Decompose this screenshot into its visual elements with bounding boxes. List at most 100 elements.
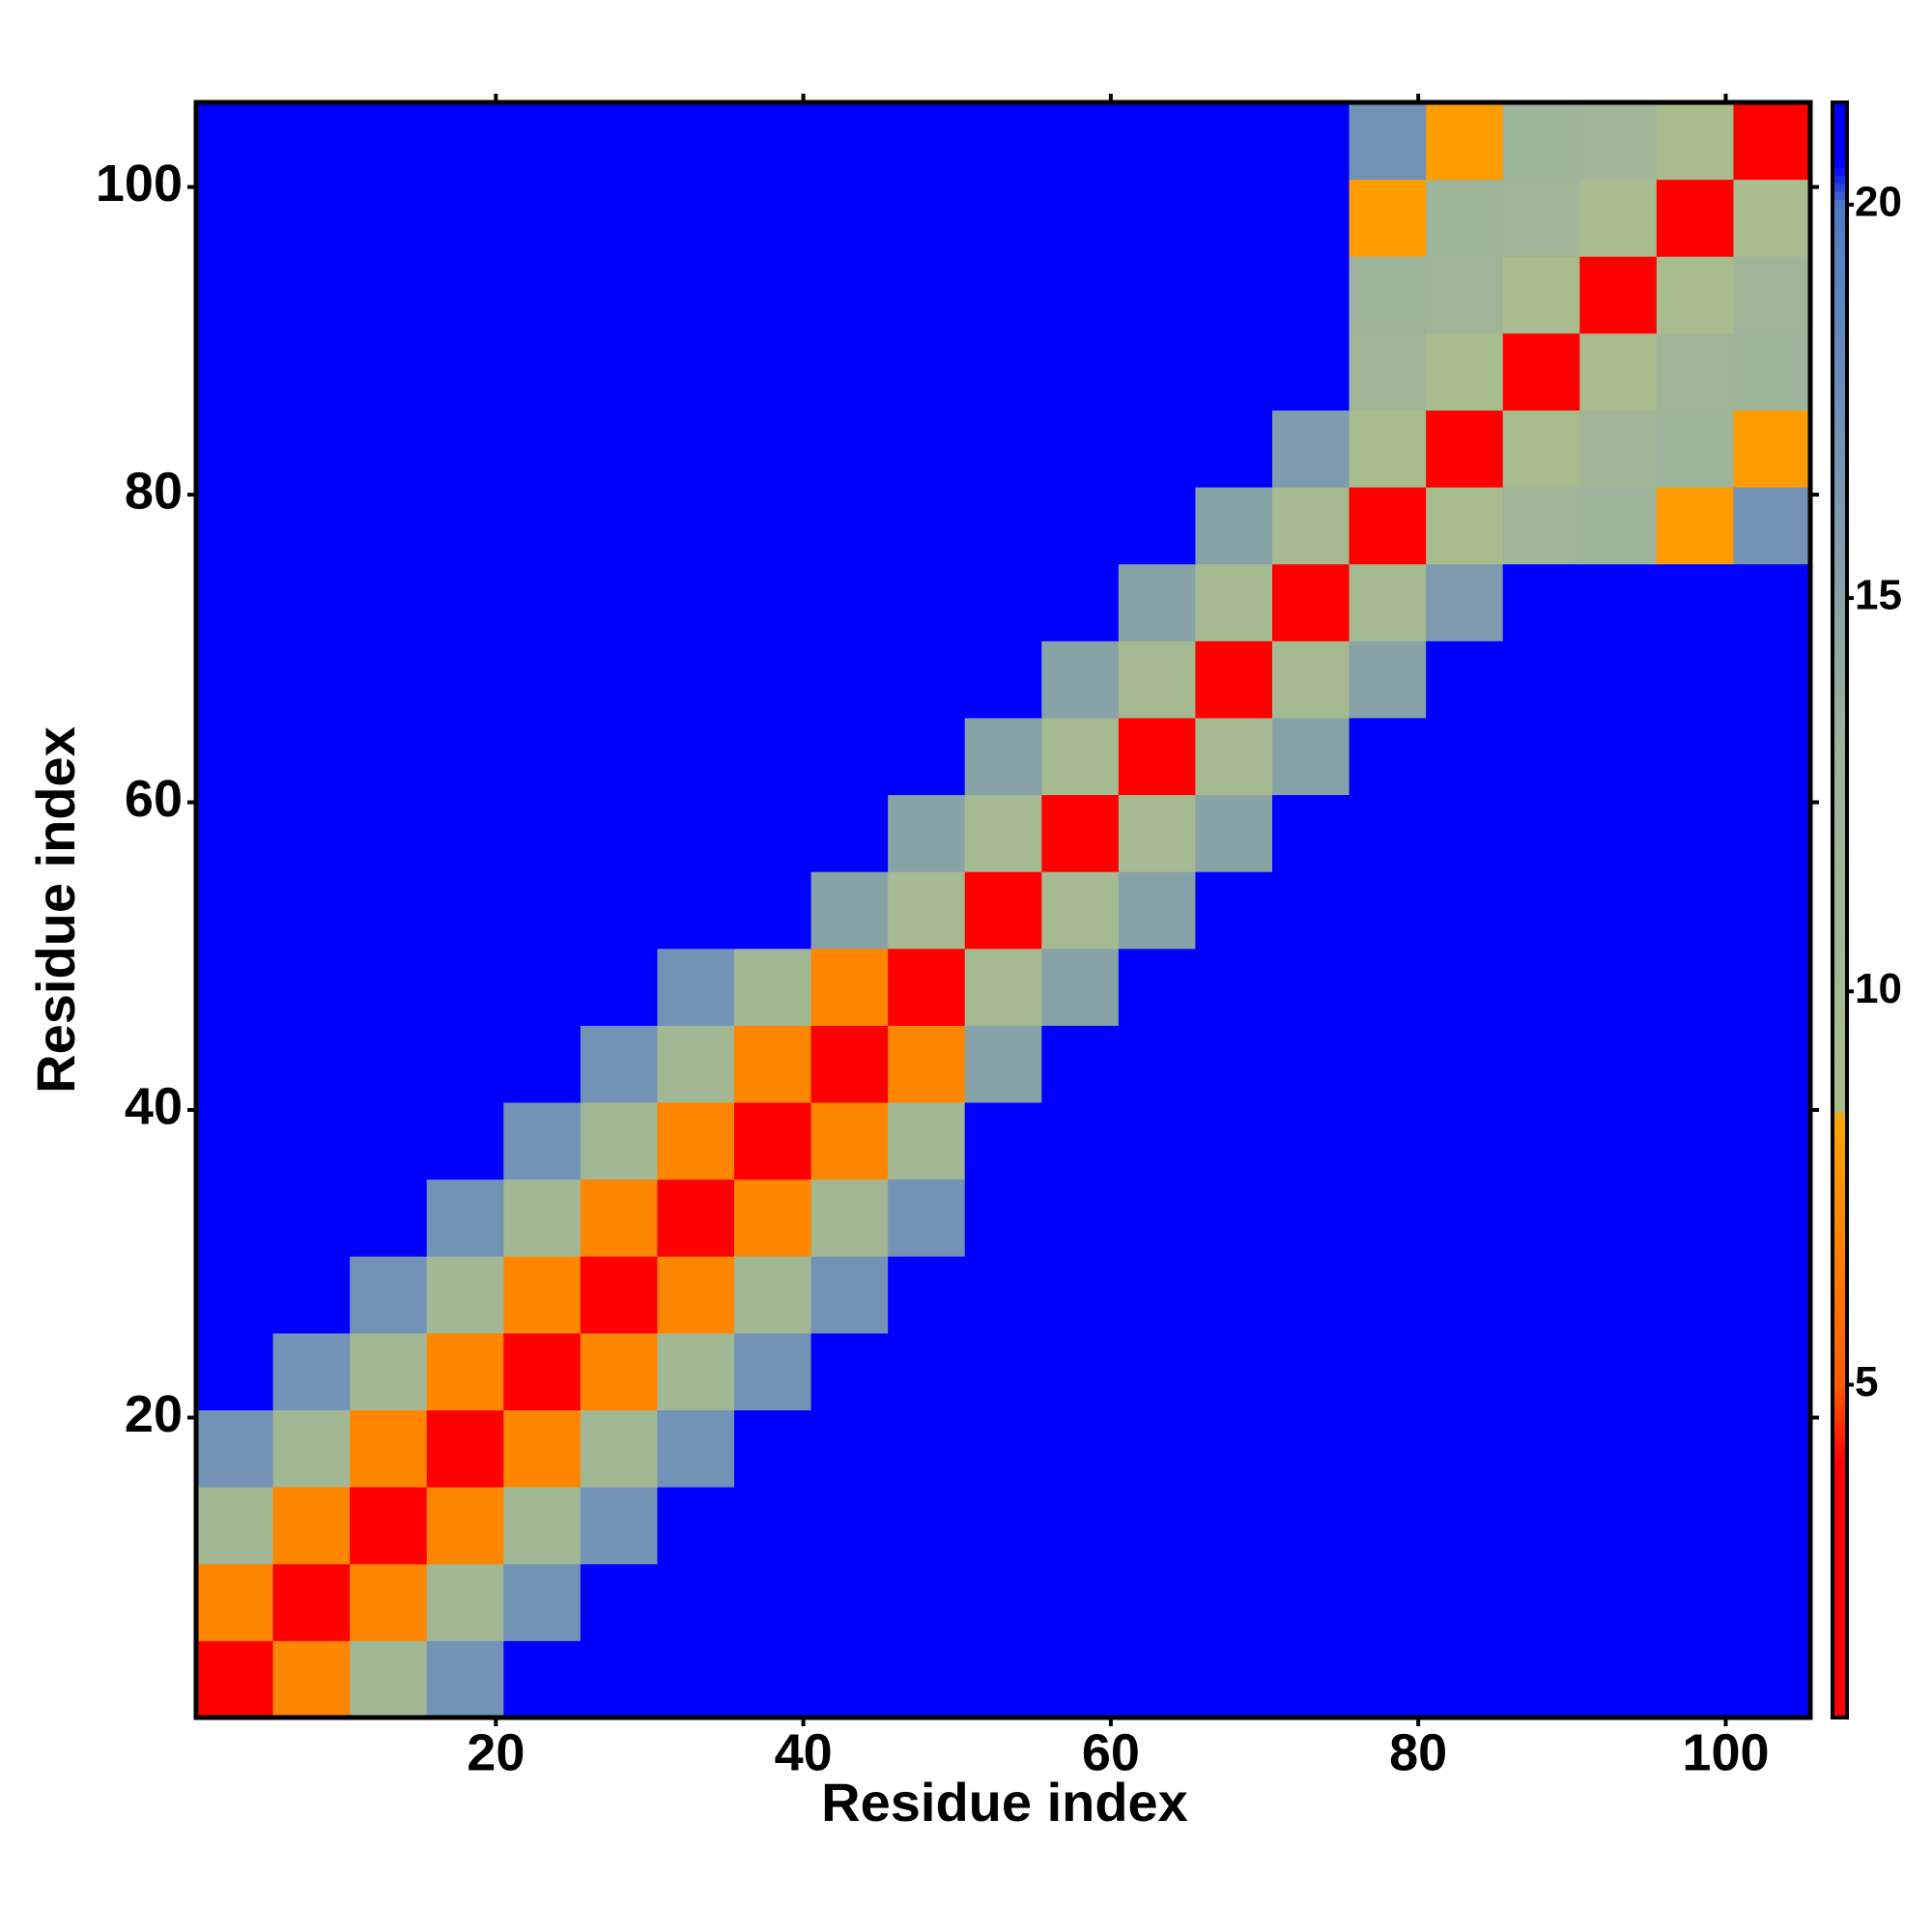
heatmap-cell: [426, 1025, 504, 1103]
heatmap-cell: [1656, 1102, 1734, 1180]
heatmap-cell: [1195, 410, 1273, 488]
heatmap-cell: [1118, 563, 1196, 641]
heatmap-cell: [580, 794, 658, 872]
heatmap-cell: [503, 794, 582, 872]
heatmap-cell: [810, 1409, 889, 1488]
heatmap-cell: [350, 102, 428, 181]
colorbar-segment: [1833, 1701, 1847, 1711]
heatmap-cell: [657, 794, 735, 872]
colorbar-segment: [1833, 166, 1847, 176]
heatmap-cell: [1041, 948, 1120, 1026]
colorbar-segment: [1833, 1677, 1847, 1687]
colorbar-segment: [1833, 1394, 1847, 1404]
colorbar-segment: [1833, 183, 1847, 192]
heatmap-cell: [1426, 1102, 1504, 1180]
colorbar-segment: [1833, 1281, 1847, 1291]
heatmap-cell: [196, 256, 274, 334]
heatmap-cell: [964, 1332, 1042, 1411]
heatmap-cell: [1426, 948, 1504, 1026]
colorbar-segment: [1833, 353, 1847, 362]
heatmap-cell: [426, 948, 504, 1026]
heatmap-cell: [196, 179, 274, 257]
colorbar-segment: [1833, 1264, 1847, 1274]
heatmap-cell: [1272, 179, 1350, 257]
heatmap-cell: [1195, 179, 1273, 257]
heatmap-cell: [1502, 1487, 1580, 1565]
colorbar-segment: [1833, 1176, 1847, 1185]
heatmap-cell: [426, 332, 504, 411]
heatmap-cell: [1502, 1179, 1580, 1257]
heatmap-cell: [1118, 1409, 1196, 1488]
heatmap-cell: [888, 487, 966, 565]
colorbar-segment: [1833, 1459, 1847, 1468]
colorbar-segment: [1833, 1516, 1847, 1524]
colorbar-segment: [1833, 433, 1847, 442]
heatmap-cell: [888, 1025, 966, 1103]
heatmap-cell: [580, 640, 658, 719]
colorbar-segment: [1833, 490, 1847, 499]
colorbar-segment: [1833, 756, 1847, 766]
colorbar-segment: [1833, 207, 1847, 216]
heatmap-cell: [1118, 640, 1196, 719]
heatmap-cell: [580, 1332, 658, 1411]
colorbar-segment: [1833, 579, 1847, 588]
heatmap-cell: [1118, 410, 1196, 488]
heatmap-cell: [426, 1563, 504, 1641]
colorbar-segment: [1833, 142, 1847, 152]
heatmap-cell: [1502, 102, 1580, 181]
heatmap-cell: [350, 256, 428, 334]
heatmap-cell: [1272, 1102, 1350, 1180]
y-tick-label: 60: [125, 770, 183, 828]
heatmap-cell: [196, 1409, 274, 1488]
heatmap-cell: [272, 1179, 351, 1257]
colorbar-segment: [1833, 699, 1847, 709]
heatmap-cell: [350, 1332, 428, 1411]
colorbar-segment: [1833, 1475, 1847, 1485]
heatmap-cell: [426, 487, 504, 565]
colorbar-segment: [1833, 231, 1847, 241]
colorbar-segment: [1833, 1216, 1847, 1226]
heatmap-cell: [580, 717, 658, 796]
heatmap-cell: [1272, 717, 1350, 796]
colorbar-frame: [1831, 100, 1849, 1719]
heatmap-cell: [1426, 1332, 1504, 1411]
colorbar-segment: [1833, 312, 1847, 322]
heatmap-cell: [350, 1563, 428, 1641]
heatmap-cell: [964, 410, 1042, 488]
heatmap-cell: [1426, 794, 1504, 872]
heatmap-cell: [196, 871, 274, 950]
colorbar-segment: [1833, 708, 1847, 717]
heatmap-cell: [1426, 487, 1504, 565]
heatmap-cell: [734, 1025, 812, 1103]
heatmap-cell: [657, 1332, 735, 1411]
heatmap-cell: [888, 332, 966, 411]
colorbar-segment: [1833, 1604, 1847, 1613]
heatmap-cell: [734, 487, 812, 565]
colorbar-segment: [1833, 1007, 1847, 1016]
heatmap-cell: [503, 640, 582, 719]
heatmap-cell: [1195, 1179, 1273, 1257]
heatmap-cell: [1656, 871, 1734, 950]
colorbar-segment: [1833, 255, 1847, 265]
heatmap-cell: [1579, 1179, 1658, 1257]
colorbar-segment: [1833, 910, 1847, 919]
colorbar-segment: [1833, 1386, 1847, 1396]
heatmap-cell: [1502, 1409, 1580, 1488]
heatmap-cell: [1349, 640, 1427, 719]
heatmap-cell: [1349, 871, 1427, 950]
colorbar-segment: [1833, 837, 1847, 846]
colorbar-segment: [1833, 1047, 1847, 1057]
heatmap-cell: [1656, 1256, 1734, 1334]
heatmap-cell: [1118, 1102, 1196, 1180]
heatmap-cell: [1502, 1102, 1580, 1180]
colorbar-segment: [1833, 546, 1847, 555]
heatmap-cell: [272, 332, 351, 411]
heatmap-cell: [1656, 948, 1734, 1026]
heatmap-cell: [888, 640, 966, 719]
heatmap-cell: [1579, 640, 1658, 719]
heatmap-cell: [810, 717, 889, 796]
colorbar-segment: [1833, 1548, 1847, 1557]
colorbar-segment: [1833, 659, 1847, 668]
heatmap-cell: [426, 1102, 504, 1180]
heatmap-cell: [810, 410, 889, 488]
